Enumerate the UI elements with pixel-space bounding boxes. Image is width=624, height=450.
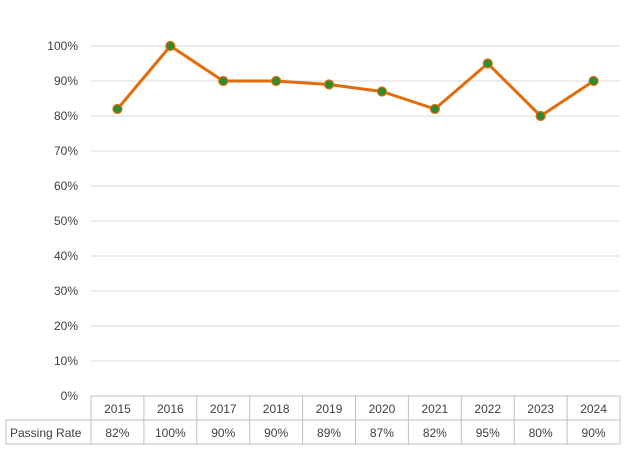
data-value-cell: 90% <box>582 426 606 440</box>
x-category-label: 2023 <box>527 402 554 416</box>
x-category-label: 2018 <box>263 402 290 416</box>
data-value-cell: 100% <box>155 426 186 440</box>
data-point <box>482 58 493 69</box>
data-value-cell: 90% <box>264 426 288 440</box>
y-tick-label: 20% <box>54 319 78 333</box>
data-value-cell: 80% <box>529 426 553 440</box>
data-value-cell: 89% <box>317 426 341 440</box>
data-table: 2015 2016 2017 2018 2019 2020 2021 2022 2023 2024… <box>5 395 621 445</box>
y-tick-label: 50% <box>54 214 78 228</box>
y-tick-label: 90% <box>54 74 78 88</box>
x-category-label: 2021 <box>421 402 448 416</box>
x-category-label: 2024 <box>580 402 607 416</box>
data-value-cell: 90% <box>211 426 235 440</box>
data-value-cell: 82% <box>423 426 447 440</box>
y-tick-label: 100% <box>47 39 78 53</box>
data-point <box>165 40 176 52</box>
x-category-label: 2020 <box>369 402 396 416</box>
series-line <box>116 44 595 118</box>
y-tick-label: 10% <box>54 354 78 368</box>
data-value-cell: 95% <box>476 426 500 440</box>
data-point <box>323 79 335 90</box>
data-point <box>271 75 282 87</box>
y-tick-label: 0% <box>61 389 79 403</box>
y-tick-label: 80% <box>54 109 78 123</box>
x-category-label: 2019 <box>316 402 343 416</box>
series-passing-rate <box>112 40 599 122</box>
x-category-label: 2022 <box>474 402 501 416</box>
data-point <box>429 103 440 115</box>
y-tick-label: 60% <box>54 179 78 193</box>
data-value-cell: 82% <box>105 426 129 440</box>
y-tick-label: 70% <box>54 144 78 158</box>
y-tick-label: 30% <box>54 284 78 298</box>
data-point <box>112 103 123 115</box>
x-category-label: 2017 <box>210 402 237 416</box>
y-axis-tick-labels: 0% 10% 20% 30% 40% 50% 60% 70% 80% 90% 100% <box>47 39 78 403</box>
series-name-label: Passing Rate <box>10 426 82 440</box>
data-point <box>535 110 546 122</box>
data-value-cell: 87% <box>370 426 394 440</box>
gridlines <box>91 45 620 362</box>
data-point <box>376 86 388 97</box>
y-tick-label: 40% <box>54 249 78 263</box>
x-category-label: 2015 <box>104 402 131 416</box>
data-point <box>218 75 229 87</box>
x-category-label: 2016 <box>157 402 184 416</box>
data-point <box>588 75 599 87</box>
